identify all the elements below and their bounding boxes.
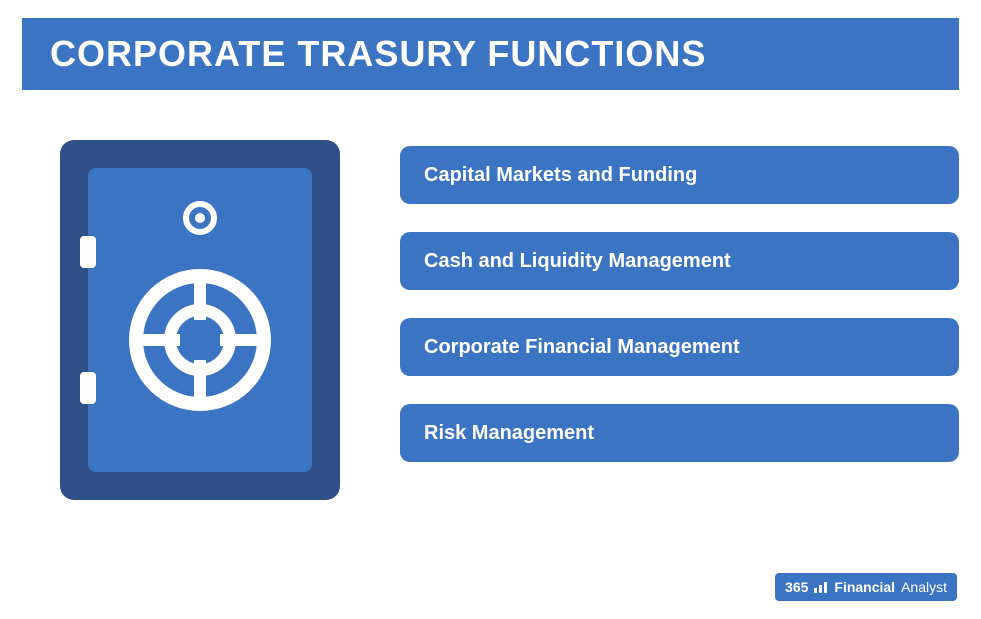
list-item: Cash and Liquidity Management — [400, 232, 959, 290]
chart-icon — [814, 581, 828, 593]
page-title: CORPORATE TRASURY FUNCTIONS — [50, 33, 706, 75]
function-list: Capital Markets and Funding Cash and Liq… — [400, 140, 959, 462]
list-item: Risk Management — [400, 404, 959, 462]
list-item: Capital Markets and Funding — [400, 146, 959, 204]
safe-icon — [60, 140, 340, 505]
logo-name-2: Analyst — [901, 579, 947, 595]
list-item: Corporate Financial Management — [400, 318, 959, 376]
logo-brand: 365 — [785, 579, 808, 595]
title-bar: CORPORATE TRASURY FUNCTIONS — [22, 18, 959, 90]
list-item-label: Corporate Financial Management — [424, 336, 740, 359]
brand-logo: 365 Financial Analyst — [775, 573, 957, 601]
content-area: Capital Markets and Funding Cash and Liq… — [0, 90, 981, 505]
logo-name-1: Financial — [834, 579, 895, 595]
list-item-label: Risk Management — [424, 422, 594, 445]
list-item-label: Cash and Liquidity Management — [424, 250, 731, 273]
list-item-label: Capital Markets and Funding — [424, 164, 697, 187]
